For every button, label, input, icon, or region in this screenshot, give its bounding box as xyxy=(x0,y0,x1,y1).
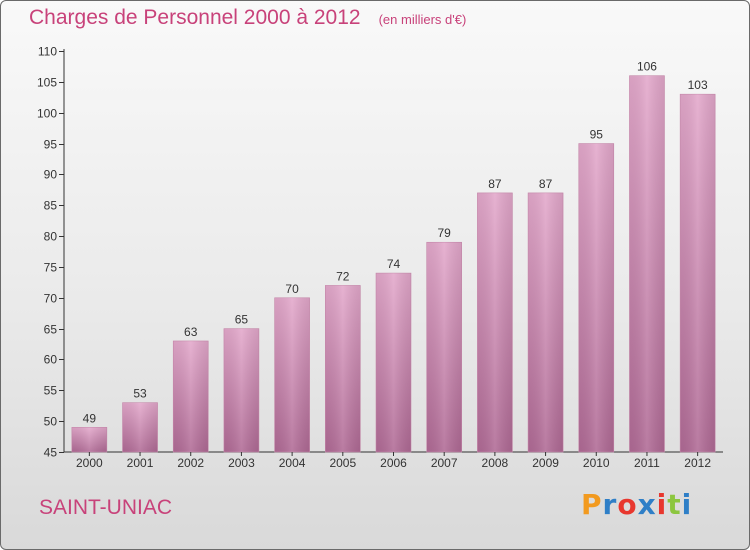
bar-value-label: 63 xyxy=(184,325,198,339)
bar-value-label: 95 xyxy=(590,128,604,142)
bar-value-label: 72 xyxy=(336,269,350,283)
y-tick-label: 65 xyxy=(44,323,58,337)
y-tick-label: 60 xyxy=(44,353,58,367)
y-tick-label: 100 xyxy=(37,107,57,121)
bar-shade xyxy=(376,273,411,452)
bar-shade xyxy=(680,94,716,452)
x-tick-label: 2003 xyxy=(228,456,255,470)
y-tick-label: 85 xyxy=(44,199,58,213)
x-tick-label: 2005 xyxy=(329,456,356,470)
bar-shade xyxy=(629,75,665,452)
y-tick-label: 70 xyxy=(44,292,58,306)
y-tick-label: 50 xyxy=(44,415,58,429)
chart-subtitle: (en milliers d'€) xyxy=(378,12,467,27)
bar-value-label: 74 xyxy=(387,257,401,271)
y-tick-label: 45 xyxy=(44,446,58,460)
proxiti-logo[interactable]: Proxiti xyxy=(581,488,692,521)
x-tick-label: 2011 xyxy=(634,456,660,470)
x-tick-label: 2001 xyxy=(127,456,154,470)
bar-value-label: 53 xyxy=(133,387,147,401)
bar-shade xyxy=(325,285,361,452)
x-tick-label: 2000 xyxy=(76,456,103,470)
logo-letter: o xyxy=(617,488,638,521)
y-tick-label: 90 xyxy=(44,168,58,182)
city-name: SAINT-UNIAC xyxy=(39,496,173,519)
chart-header: Charges de Personnel 2000 à 2012 (en mil… xyxy=(29,6,466,30)
y-tick-label: 110 xyxy=(38,45,57,59)
bar-shade xyxy=(223,328,259,452)
y-tick-label: 105 xyxy=(37,76,57,90)
bar-value-label: 87 xyxy=(539,177,553,191)
x-tick-label: 2002 xyxy=(177,456,204,470)
logo-letter: P xyxy=(581,488,603,521)
bar-shade xyxy=(274,297,310,452)
y-tick-label: 55 xyxy=(44,384,58,398)
y-tick-label: 80 xyxy=(44,230,58,244)
bar-shade xyxy=(122,402,158,452)
bar-shade xyxy=(578,143,614,453)
x-tick-label: 2007 xyxy=(431,456,458,470)
logo-letter: r xyxy=(602,488,618,521)
bar-shade xyxy=(477,192,513,452)
bar-value-label: 87 xyxy=(488,177,502,191)
logo-letter: i xyxy=(656,488,668,521)
bar-shade xyxy=(173,340,209,452)
bar-shade xyxy=(426,242,462,452)
bar-value-label: 79 xyxy=(438,226,452,240)
logo-letter: i xyxy=(681,488,693,521)
bar-value-label: 49 xyxy=(83,411,97,425)
x-tick-label: 2008 xyxy=(482,456,509,470)
bar-shade xyxy=(528,192,564,452)
bar-value-label: 65 xyxy=(235,313,249,327)
chart-title: Charges de Personnel 2000 à 2012 xyxy=(29,6,361,29)
y-tick-label: 75 xyxy=(44,261,58,275)
x-tick-label: 2010 xyxy=(583,456,610,470)
x-tick-label: 2012 xyxy=(684,456,711,470)
bar-value-label: 106 xyxy=(637,60,657,74)
x-tick-label: 2004 xyxy=(279,456,306,470)
bar-value-label: 103 xyxy=(688,78,708,92)
logo-letter: t xyxy=(667,488,682,521)
bar-shade xyxy=(71,427,107,452)
x-tick-label: 2006 xyxy=(380,456,407,470)
y-tick-label: 95 xyxy=(44,138,58,152)
x-tick-label: 2009 xyxy=(532,456,559,470)
logo-letter: x xyxy=(637,488,657,521)
bar-value-label: 70 xyxy=(285,282,299,296)
